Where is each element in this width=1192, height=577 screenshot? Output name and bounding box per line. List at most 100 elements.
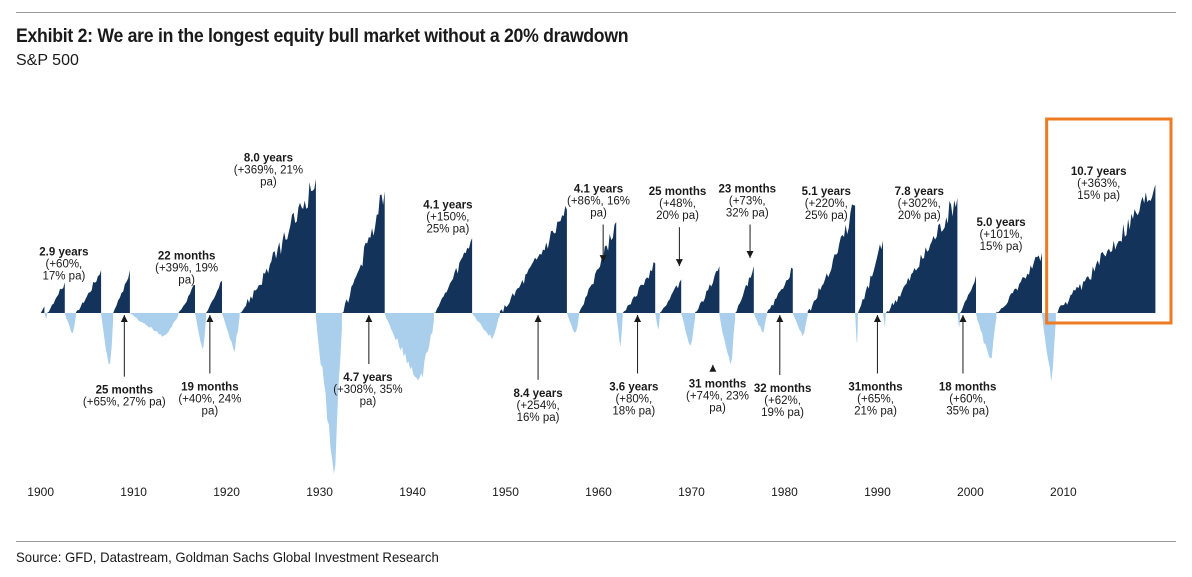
x-tick-label-2010: 2010 (1050, 485, 1077, 499)
annotation-detail: pa) (360, 396, 377, 408)
annotation-10: 5.0 years(+101%,15% pa) (976, 217, 1025, 253)
annotation-detail: 15% pa) (980, 241, 1023, 253)
annotation-heading: 31 months (689, 378, 747, 390)
bull-area-6 (206, 280, 222, 313)
annotation-detail: 20% pa) (656, 210, 699, 222)
bottom-rule (16, 541, 1176, 542)
annotation-heading: 22 months (158, 251, 216, 263)
x-tick-label-1920: 1920 (213, 485, 240, 499)
bull-area-10 (499, 206, 567, 313)
annotation-6: 25 months(+48%,20% pa) (649, 186, 707, 267)
drawdown-area-17 (855, 313, 858, 344)
annotation-detail: (+62%, (764, 395, 801, 407)
annotation-heading: 18 months (939, 382, 997, 394)
annotation-detail: (+254%, (516, 400, 559, 412)
annotation-detail: (+220%, (805, 198, 848, 210)
annotation-detail: 20% pa) (898, 210, 941, 222)
annotation-heading: 3.6 years (609, 382, 658, 394)
bull-area-14 (695, 266, 720, 313)
annotation-heading: 25 months (649, 186, 707, 198)
annotation-detail: 21% pa) (854, 406, 897, 418)
annotation-detail: (+308%, 35% (333, 384, 402, 396)
annotation-heading: 7.8 years (895, 186, 944, 198)
drawdown-area-21 (1042, 313, 1056, 383)
annotation-1: 2.9 years(+60%,17% pa) (39, 247, 88, 283)
bull-area-4 (113, 270, 130, 313)
annotation-11: 10.7 years(+363%,15% pa) (1071, 166, 1127, 202)
bull-area-22 (1055, 184, 1156, 313)
drawdown-area-3 (101, 313, 114, 364)
drawdown-area-13 (681, 313, 696, 346)
annotation-detail: (+302%, (898, 198, 941, 210)
annotation-15: 8.4 years(+254%,16% pa) (513, 315, 563, 424)
annotation-heading: 4.1 years (574, 184, 623, 196)
annotation-detail: pa) (202, 406, 219, 418)
annotation-detail: (+60%, (949, 394, 986, 406)
bull-area-7 (239, 179, 316, 313)
x-tick-label-1900: 1900 (27, 485, 54, 499)
x-tick-label-1960: 1960 (585, 485, 612, 499)
annotation-arrowhead (675, 259, 683, 267)
annotation-arrowhead (120, 315, 128, 322)
annotation-12: 25 months(+65%, 27% pa) (83, 315, 166, 409)
annotation-arrowhead (746, 251, 754, 259)
drawdown-area-18 (883, 313, 886, 327)
drawdown-area-19 (957, 313, 961, 328)
x-tick-label-1970: 1970 (678, 485, 705, 499)
annotation-heading: 19 months (181, 382, 239, 394)
bull-area-1 (40, 306, 45, 313)
annotation-detail: (+39%, 19% (155, 263, 218, 275)
annotation-detail: 16% pa) (517, 412, 560, 424)
annotation-detail: (+363%, (1077, 178, 1120, 190)
x-tick-label-1950: 1950 (492, 485, 519, 499)
annotation-19: 31months(+65%,21% pa) (848, 315, 903, 418)
bull-area-18 (857, 240, 883, 313)
bull-area-5 (178, 284, 195, 313)
annotation-arrowhead (599, 255, 607, 263)
bull-area-19 (885, 197, 958, 313)
bull-area-17 (807, 204, 856, 313)
annotation-detail: (+48%, (659, 198, 696, 210)
annotation-arrowhead (365, 315, 373, 322)
annotation-heading: 8.0 years (244, 153, 293, 165)
bull-area-15 (735, 266, 754, 313)
annotation-detail: (+150%, (426, 212, 469, 224)
annotation-detail: pa) (709, 402, 726, 414)
annotation-arrowhead (959, 315, 967, 322)
annotation-detail: (+86%, 16% (567, 196, 630, 208)
annotation-heading: 5.0 years (976, 217, 1025, 229)
annotation-detail: 17% pa) (42, 271, 85, 283)
annotation-arrowhead (206, 315, 214, 322)
annotation-detail: (+60%, (46, 259, 83, 271)
bull-area-2 (47, 282, 65, 313)
drawdown-area-8 (384, 313, 434, 381)
drawdown-area-10 (566, 313, 579, 333)
annotation-heading: 4.7 years (343, 372, 392, 384)
annotation-7: 23 months(+73%,32% pa) (719, 184, 776, 259)
top-rule (16, 12, 1176, 13)
drawdown-area-1 (44, 313, 48, 319)
x-tick-label-1910: 1910 (120, 485, 147, 499)
bull-area-13 (659, 279, 682, 313)
annotation-detail: (+65%, 27% pa) (83, 397, 166, 409)
annotation-heading: 8.4 years (513, 388, 562, 400)
bull-area-16 (766, 267, 793, 313)
annotation-detail: 25% pa) (426, 224, 469, 236)
drawdown-area-9 (472, 313, 500, 340)
annotation-detail: pa) (260, 177, 277, 189)
annotation-arrowhead (634, 315, 642, 322)
annotation-detail: (+73%, (729, 196, 766, 208)
annotation-arrowhead (873, 315, 881, 322)
source-note: Source: GFD, Datastream, Goldman Sachs G… (16, 549, 439, 565)
bull-area-8 (341, 191, 385, 313)
x-tick-label-2000: 2000 (957, 485, 984, 499)
bull-area-3 (76, 270, 102, 313)
drawdown-area-15 (753, 313, 767, 333)
x-tick-label-1990: 1990 (864, 485, 891, 499)
bull-area-12 (622, 262, 656, 313)
drawdown-area-16 (792, 313, 808, 337)
x-tick-label-1980: 1980 (771, 485, 798, 499)
annotation-detail: (+40%, 24% (178, 394, 241, 406)
annotation-detail: 35% pa) (946, 406, 989, 418)
